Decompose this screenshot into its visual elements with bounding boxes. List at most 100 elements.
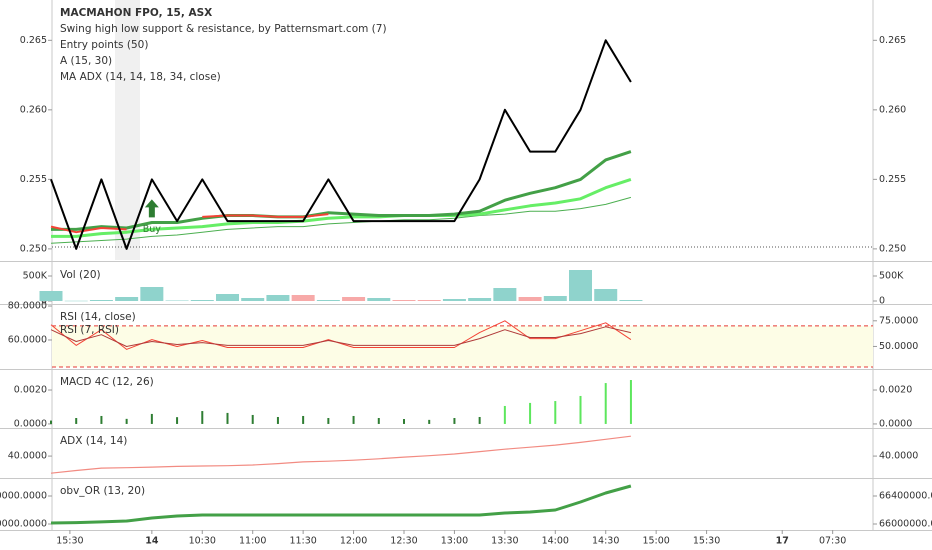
bar: [543, 296, 567, 301]
series-line: [50, 39, 632, 250]
bar: [518, 297, 542, 301]
bar: [140, 287, 164, 301]
x-tick-label: 13:30: [491, 536, 518, 547]
bar: [554, 401, 557, 424]
x-tick-label: 14:00: [542, 536, 569, 547]
bar: [115, 297, 139, 301]
y-tick-label: 0.260: [20, 104, 47, 115]
bar: [276, 416, 279, 424]
bar: [493, 288, 517, 301]
series-line: [51, 177, 632, 238]
y-tick-label: 0.260: [879, 104, 906, 115]
x-tick-label: 10:30: [189, 536, 216, 547]
bar: [176, 417, 179, 424]
y-tick-label: 66400000.0000: [0, 491, 47, 502]
bar: [629, 380, 632, 424]
bar: [392, 300, 416, 301]
y2-tick-label: 80.0000: [8, 301, 47, 312]
y-tick-label: 50.0000: [879, 341, 918, 352]
y-tick-label: 0.0000: [14, 418, 47, 429]
buy-arrow: [144, 199, 159, 218]
bar: [150, 413, 153, 424]
y-tick-label: 66000000.0000: [879, 519, 932, 530]
bar: [594, 289, 618, 301]
x-tick-label: 12:00: [340, 536, 367, 547]
bar: [604, 383, 607, 424]
series-line: [50, 320, 632, 350]
bar: [302, 415, 305, 424]
x-tick-label: 15:00: [642, 536, 669, 547]
pane-separators: [0, 261, 932, 531]
bar: [569, 270, 593, 301]
legend-label: RSI (7, RSI): [60, 324, 119, 336]
bar: [619, 300, 643, 301]
x-tick-label: 11:00: [239, 536, 266, 547]
bar: [201, 411, 204, 424]
legend-label: ADX (14, 14): [60, 435, 127, 447]
indicator-label: A (15, 30): [60, 55, 112, 67]
y-tick-label: 0.250: [879, 243, 906, 254]
series-line: [50, 326, 632, 347]
legend-label: MACD 4C (12, 26): [60, 376, 154, 388]
y-tick-label: 0.0020: [879, 385, 912, 396]
bar: [125, 418, 128, 424]
bar: [165, 300, 189, 301]
bar: [468, 298, 492, 301]
bar: [478, 416, 481, 424]
bar: [215, 294, 239, 301]
bar: [428, 419, 431, 424]
x-tick-label: 14:30: [592, 536, 619, 547]
y-tick-label: 66000000.0000: [0, 519, 47, 530]
bar: [190, 300, 214, 301]
bar: [291, 295, 315, 301]
rsi-band: [52, 325, 873, 367]
bar: [342, 297, 366, 301]
bar: [89, 300, 113, 301]
indicator-label: MA ADX (14, 14, 18, 34, close): [60, 71, 221, 83]
bar: [241, 298, 265, 301]
x-tick-label: 11:30: [289, 536, 316, 547]
bar: [75, 418, 78, 424]
annotation: Buy: [143, 224, 162, 235]
y-tick-label: 0: [879, 296, 885, 307]
x-tick-label: 14: [145, 536, 159, 547]
y-tick-label: 500K: [879, 271, 904, 282]
y2-tick-label: 60.0000: [8, 334, 47, 345]
x-tick-label: 12:30: [390, 536, 417, 547]
bar: [100, 415, 103, 424]
x-tick-label: 07:30: [819, 536, 846, 547]
bar: [403, 419, 406, 424]
bar: [352, 415, 355, 424]
x-tick-label: 13:00: [441, 536, 468, 547]
y-tick-label: 0.265: [20, 35, 47, 46]
y-tick-label: 0.255: [20, 174, 47, 185]
y-tick-label: 0.0000: [879, 418, 912, 429]
bar: [579, 395, 582, 424]
legend-label: RSI (14, close): [60, 311, 136, 323]
bar: [226, 412, 229, 424]
y-tick-label: 75.0000: [879, 315, 918, 326]
indicator-label: Swing high low support & resistance, by …: [60, 23, 387, 35]
x-tick-label: 15:30: [693, 536, 720, 547]
bar: [316, 300, 340, 301]
y-tick-label: 66400000.0000: [879, 491, 932, 502]
bar: [417, 300, 441, 301]
series-line: [51, 150, 632, 231]
bar: [251, 414, 254, 424]
series-line: [50, 435, 631, 474]
bar: [266, 295, 290, 301]
y-tick-label: 40.0000: [879, 451, 918, 462]
bar: [442, 299, 466, 301]
bar: [39, 291, 63, 301]
y-tick-label: 0.0020: [14, 385, 47, 396]
y-tick-label: 500K: [23, 271, 48, 282]
session-shade: [115, 0, 140, 260]
series-line: [50, 484, 632, 525]
legend-label: obv_OR (13, 20): [60, 485, 145, 497]
bar: [327, 418, 330, 424]
x-tick-label: 15:30: [56, 536, 83, 547]
bar: [377, 418, 380, 424]
bar: [453, 418, 456, 424]
indicator-label: Entry points (50): [60, 39, 148, 51]
